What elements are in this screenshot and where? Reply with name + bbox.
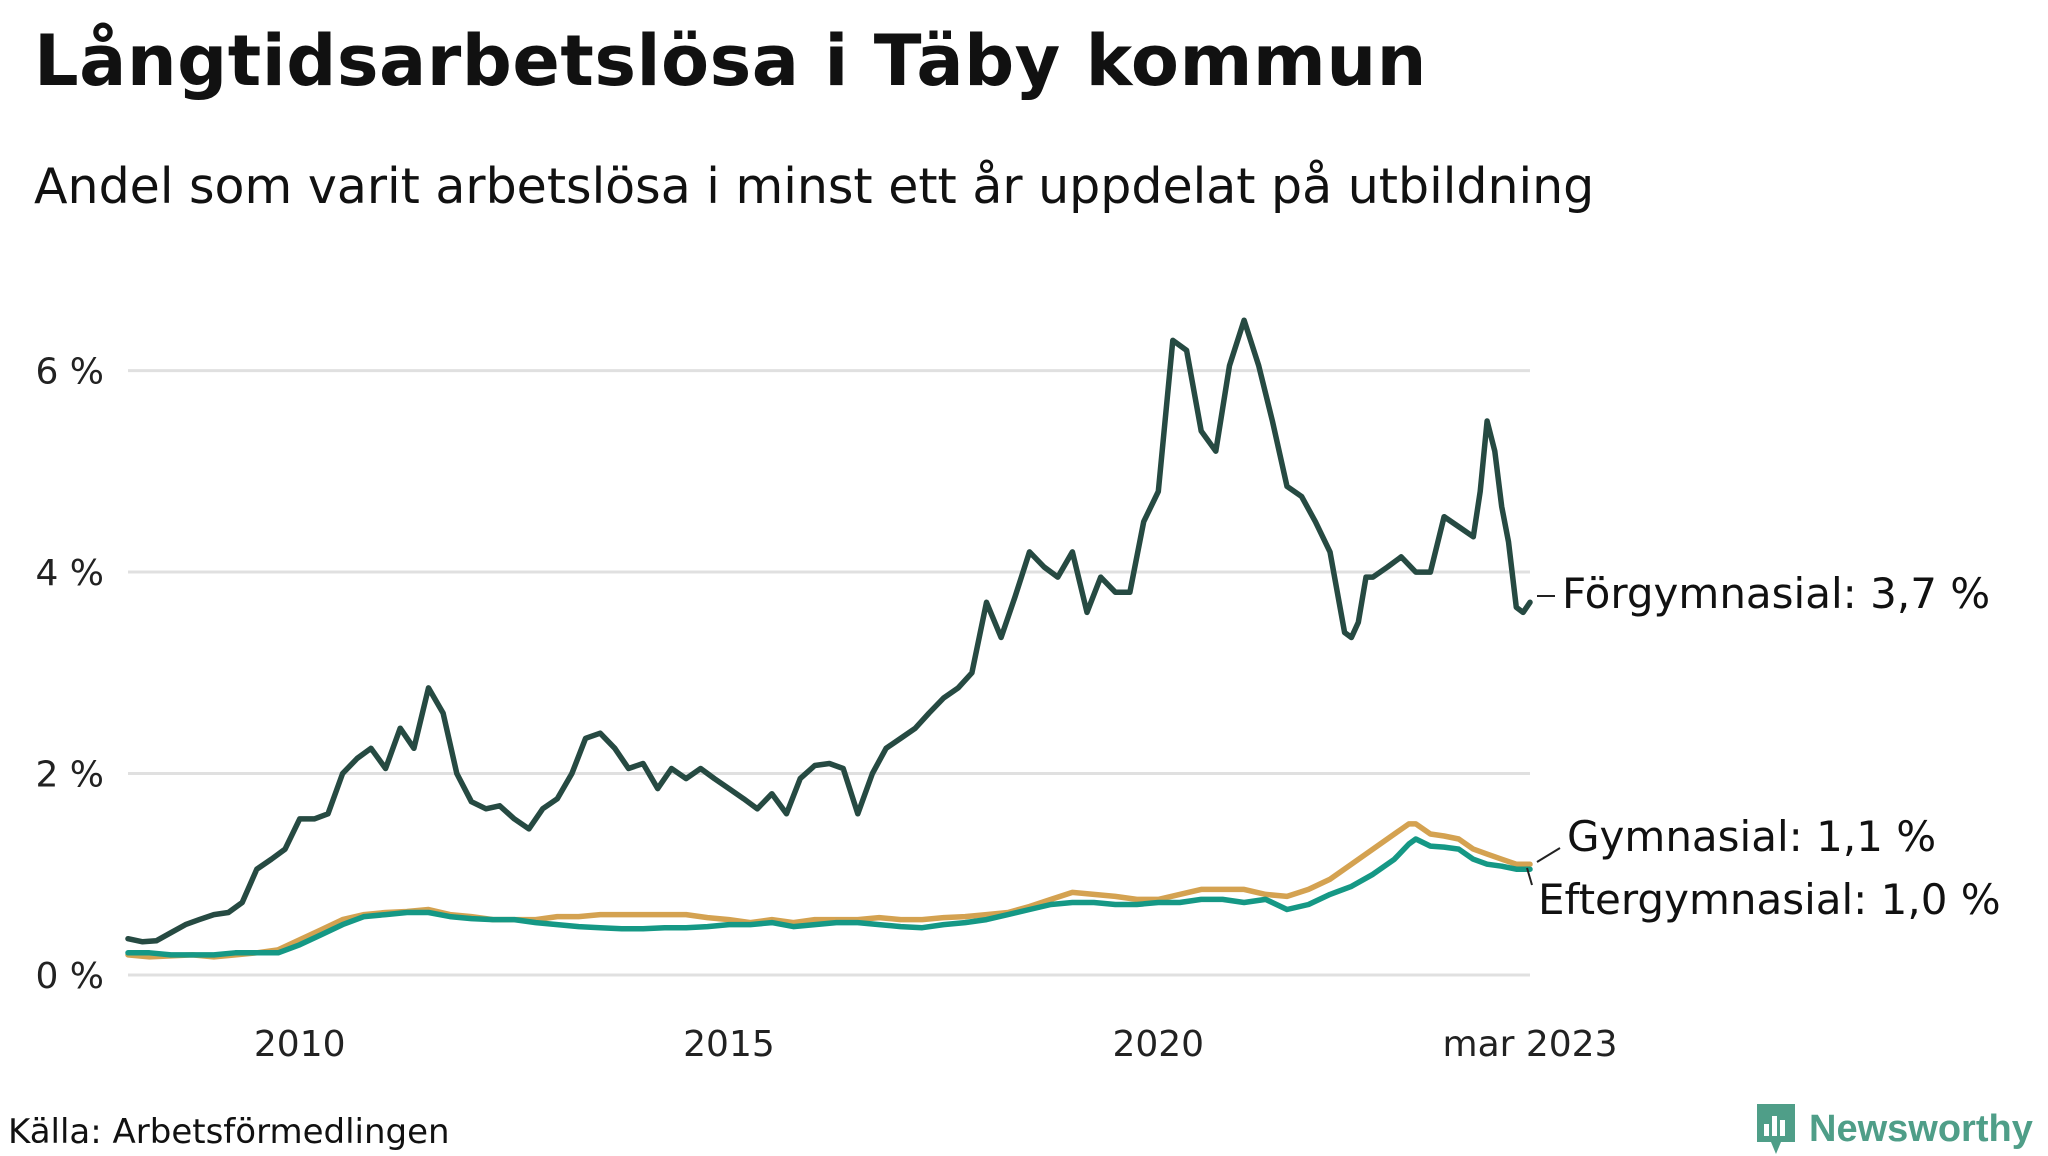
x-tick-label: 2010	[254, 1024, 346, 1065]
series-line-gymnasial	[125, 821, 1533, 960]
series-lines	[125, 317, 1533, 960]
gridlines	[128, 369, 1530, 977]
x-tick-label: 2015	[683, 1024, 775, 1065]
y-tick-label: 2 %	[35, 755, 104, 796]
x-tick-label: mar 2023	[1443, 1024, 1618, 1065]
axes: 0 % 2 % 4 % 6 % 2010 2015 2020 mar 2023	[35, 352, 1617, 1065]
label-leader-line	[1526, 867, 1533, 886]
series-line-förgymnasial	[125, 317, 1533, 945]
end-label-gymnasial: Gymnasial: 1,1 %	[1567, 812, 1936, 861]
newsworthy-bar-chart-logo-icon	[1757, 1104, 1795, 1154]
label-leader-line	[1536, 847, 1561, 863]
end-label-eftergymnasial: Eftergymnasial: 1,0 %	[1538, 875, 2001, 924]
chart-title: Långtidsarbetslösa i Täby kommun	[34, 20, 1427, 102]
end-labels: Förgymnasial: 3,7 % Gymnasial: 1,1 % Efter…	[1526, 569, 2001, 924]
series-line-eftergymnasial	[125, 836, 1533, 958]
end-label-förgymnasial: Förgymnasial: 3,7 %	[1562, 569, 1990, 618]
chart-subtitle: Andel som varit arbetslösa i minst ett å…	[34, 158, 1595, 215]
y-tick-label: 6 %	[35, 352, 104, 393]
newsworthy-logo: Newsworthy	[1755, 1102, 2033, 1156]
x-tick-label: 2020	[1112, 1024, 1204, 1065]
y-tick-label: 4 %	[35, 553, 104, 594]
newsworthy-logo-text: Newsworthy	[1809, 1107, 2033, 1150]
source-note: Källa: Arbetsförmedlingen	[8, 1112, 450, 1152]
y-tick-label: 0 %	[35, 956, 104, 997]
